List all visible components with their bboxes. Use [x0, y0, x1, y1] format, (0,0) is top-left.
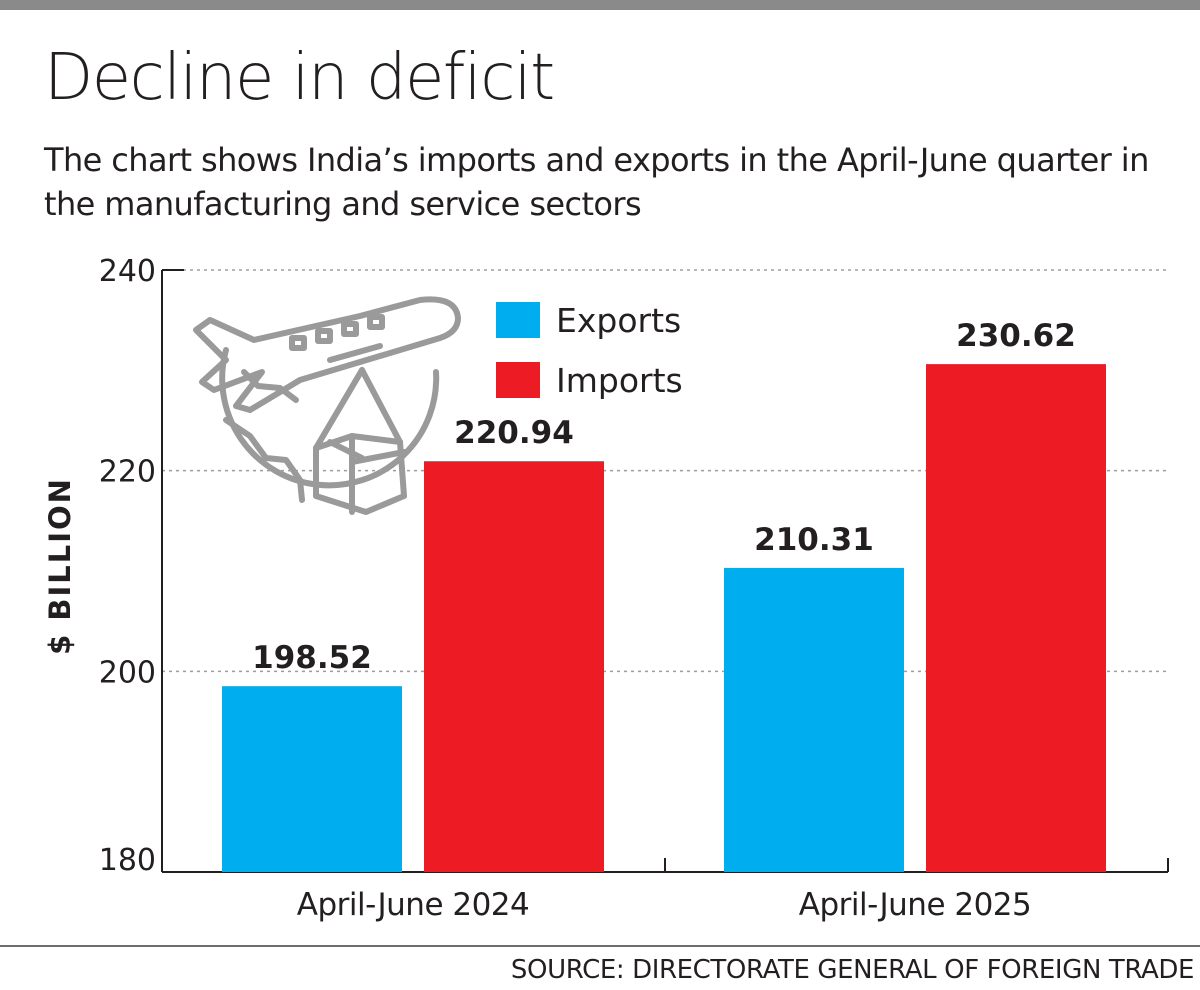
- legend-swatch-exports: [496, 302, 540, 338]
- y-tick-labels: 180 200 220 240: [99, 254, 156, 878]
- bar-exports-2: [724, 567, 904, 872]
- bottom-rule: [0, 945, 1200, 947]
- bar-value-label: 198.52: [252, 640, 372, 676]
- y-tick-label: 240: [99, 254, 156, 289]
- legend-swatch-imports: [496, 362, 540, 398]
- bar-value-label: 210.31: [754, 522, 874, 558]
- chart-title: Decline in deficit: [44, 41, 555, 115]
- y-axis-label: $ BILLION: [43, 477, 77, 655]
- top-rule: [0, 0, 1200, 10]
- bar-imports-1: [424, 461, 604, 872]
- bar-imports-2: [926, 364, 1106, 872]
- legend: Exports Imports: [496, 301, 683, 400]
- airplane-globe-cargo-icon: [193, 296, 461, 515]
- bar-value-label: 220.94: [454, 415, 574, 451]
- bar-exports-1: [222, 686, 402, 872]
- chart-subtitle: The chart shows India’s imports and expo…: [44, 141, 1149, 223]
- y-tick-label: 180: [99, 843, 156, 878]
- bars: [222, 364, 1106, 872]
- x-tick-labels: April-June 2024 April-June 2025: [297, 887, 1032, 923]
- y-tick-label: 220: [99, 455, 156, 490]
- x-tick-label: April-June 2025: [799, 887, 1032, 923]
- bar-value-label: 230.62: [956, 318, 1076, 354]
- legend-label-exports: Exports: [556, 301, 681, 340]
- legend-label-imports: Imports: [556, 361, 683, 400]
- source-note: SOURCE: DIRECTORATE GENERAL OF FOREIGN T…: [510, 955, 1194, 985]
- y-tick-label: 200: [99, 655, 156, 690]
- bar-chart: 198.52 220.94 210.31 230.62 180 200 220 240 Ap…: [43, 254, 1169, 923]
- x-tick-label: April-June 2024: [297, 887, 530, 923]
- bar-value-labels: 198.52 220.94 210.31 230.62: [252, 318, 1076, 676]
